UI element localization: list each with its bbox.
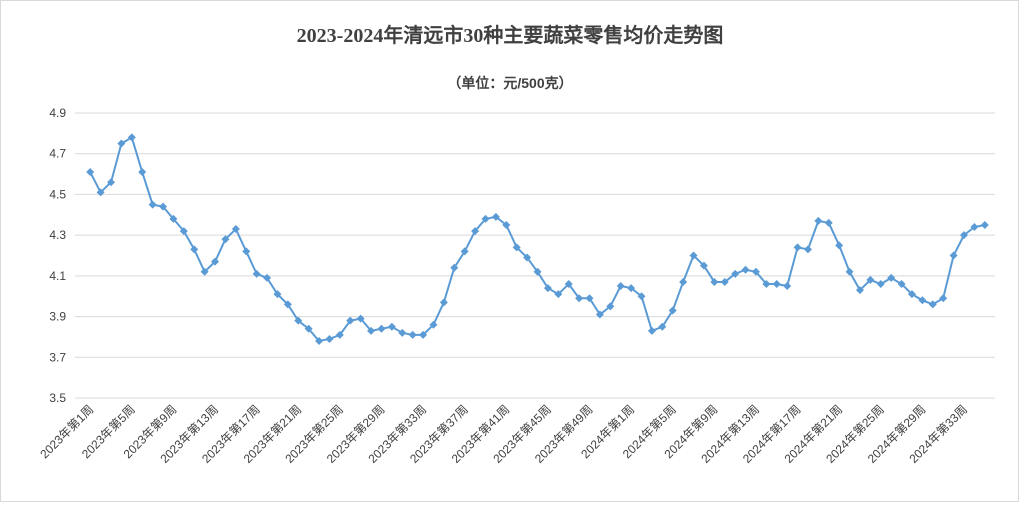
y-tick-label: 4.3 <box>49 228 66 242</box>
point-marker <box>315 337 324 345</box>
point-marker <box>762 280 771 288</box>
point-marker <box>138 168 147 177</box>
y-tick-label: 3.9 <box>49 310 66 324</box>
chart-title: 2023-2024年清远市30种主要蔬菜零售均价走势图 <box>297 23 724 47</box>
point-marker <box>835 241 844 250</box>
point-marker <box>491 212 500 221</box>
point-marker <box>502 220 511 229</box>
point-marker <box>533 267 542 276</box>
point-marker <box>86 168 95 177</box>
point-marker <box>679 277 688 286</box>
point-marker <box>824 218 833 227</box>
point-marker <box>221 235 230 244</box>
point-marker <box>897 280 906 288</box>
point-marker <box>855 286 864 295</box>
point-marker <box>367 326 376 335</box>
point-marker <box>481 214 490 223</box>
point-marker <box>107 178 116 187</box>
point-marker <box>179 227 188 236</box>
point-marker <box>346 316 355 325</box>
point-marker <box>96 188 105 197</box>
point-marker <box>211 257 220 266</box>
point-marker <box>658 322 667 331</box>
y-tick-label: 4.5 <box>49 187 66 201</box>
point-marker <box>439 298 448 307</box>
point-marker <box>273 290 282 299</box>
point-marker <box>606 302 615 311</box>
point-marker <box>523 253 532 262</box>
point-marker <box>471 227 480 236</box>
y-tick-label: 4.7 <box>49 147 66 161</box>
y-tick-label: 4.9 <box>49 106 66 120</box>
point-marker <box>190 245 199 254</box>
point-marker <box>887 273 896 282</box>
point-marker <box>387 322 396 331</box>
point-marker <box>252 269 261 278</box>
point-marker <box>377 324 386 333</box>
point-marker <box>689 251 698 260</box>
point-marker <box>294 316 303 325</box>
point-marker <box>772 280 781 288</box>
point-marker <box>159 202 168 211</box>
point-marker <box>263 273 272 282</box>
point-marker <box>907 290 916 299</box>
point-marker <box>419 330 428 339</box>
point-marker <box>127 133 136 142</box>
chart-subtitle: （单位：元/500克） <box>447 75 572 91</box>
point-marker <box>647 326 656 335</box>
point-marker <box>845 267 854 276</box>
point-marker <box>793 243 802 252</box>
point-marker <box>741 265 750 274</box>
point-marker <box>200 267 209 276</box>
point-marker <box>720 277 729 286</box>
point-marker <box>585 294 594 303</box>
point-marker <box>959 231 968 240</box>
point-marker <box>283 300 292 309</box>
point-marker <box>117 139 126 148</box>
y-tick-label: 3.7 <box>49 350 66 364</box>
point-marker <box>710 277 719 286</box>
point-marker <box>543 284 552 293</box>
point-marker <box>325 334 334 343</box>
point-marker <box>627 284 636 293</box>
point-marker <box>980 220 989 229</box>
point-marker <box>668 306 677 315</box>
point-marker <box>637 292 646 301</box>
point-marker <box>356 314 365 323</box>
point-marker <box>918 296 927 305</box>
point-marker <box>814 216 823 225</box>
point-marker <box>616 282 625 291</box>
point-marker <box>939 294 948 303</box>
point-marker <box>928 300 937 309</box>
point-marker <box>335 330 344 339</box>
point-marker <box>949 251 958 260</box>
point-marker <box>242 247 251 256</box>
point-marker <box>699 261 708 270</box>
point-marker <box>408 330 417 339</box>
point-marker <box>169 214 178 223</box>
point-marker <box>304 324 313 333</box>
point-marker <box>554 290 563 299</box>
point-marker <box>398 328 407 337</box>
point-marker <box>231 225 240 234</box>
point-marker <box>450 263 459 272</box>
point-marker <box>595 310 604 319</box>
point-marker <box>512 243 521 252</box>
point-marker <box>731 269 740 278</box>
y-tick-label: 3.5 <box>49 391 66 405</box>
point-marker <box>803 245 812 254</box>
y-tick-label: 4.1 <box>49 269 66 283</box>
point-marker <box>970 223 979 231</box>
point-marker <box>148 200 157 209</box>
point-marker <box>783 282 792 291</box>
point-marker <box>866 275 875 284</box>
point-marker <box>575 294 584 303</box>
point-marker <box>460 247 469 256</box>
point-marker <box>876 280 885 288</box>
point-marker <box>429 320 438 329</box>
point-marker <box>751 267 760 276</box>
point-marker <box>564 280 573 288</box>
